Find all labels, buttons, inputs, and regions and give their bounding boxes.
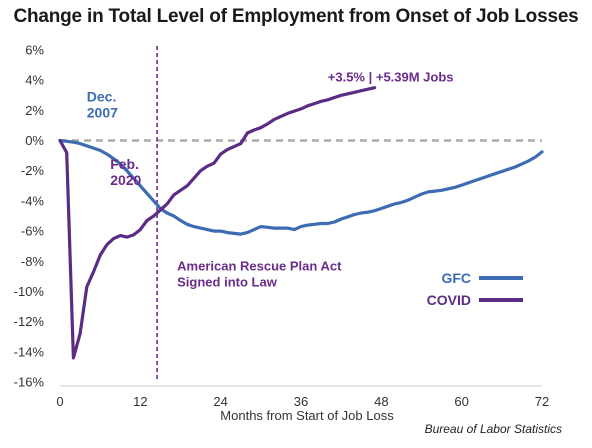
x-tick-label: 72 <box>535 394 549 409</box>
y-tick-label: 0% <box>25 133 44 148</box>
x-tick-label: 48 <box>374 394 388 409</box>
legend-label-covid: COVID <box>427 292 471 308</box>
y-tick-label: -12% <box>14 314 45 329</box>
y-tick-label: -4% <box>21 193 45 208</box>
annotation-text: American Rescue Plan Act <box>177 258 342 273</box>
series-line-covid <box>58 86 377 360</box>
legend: GFC COVID <box>427 270 523 308</box>
y-tick-label: 2% <box>25 103 44 118</box>
annotation-text: 2020 <box>110 172 141 188</box>
y-tick-label: -2% <box>21 163 45 178</box>
reference-lines <box>60 46 542 382</box>
axis-layer: 6% 4% 2% 0% -2% -4% -6% -8% -10% -12% -14% -16% 0 12 2… <box>14 43 550 424</box>
y-tick-label: 4% <box>25 73 44 88</box>
y-tick-label: -16% <box>14 375 45 390</box>
x-axis-title: Months from Start of Job Loss <box>220 408 394 423</box>
x-tick-label: 0 <box>56 394 63 409</box>
y-tick-label: -10% <box>14 284 45 299</box>
annotation-text: Signed into Law <box>177 274 278 289</box>
legend-label-gfc: GFC <box>441 270 471 286</box>
annotation-text: 2007 <box>87 104 118 120</box>
x-tick-label: 60 <box>454 394 468 409</box>
y-tick-label: 6% <box>25 43 44 58</box>
x-tick-label: 36 <box>294 394 308 409</box>
y-tick-label: -6% <box>21 224 45 239</box>
annotation-text: Feb. <box>110 156 139 172</box>
annotation-text: Dec. <box>87 88 117 104</box>
series-layer <box>58 86 544 360</box>
x-tick-label: 12 <box>133 394 147 409</box>
chart-title: Change in Total Level of Employment from… <box>13 6 579 27</box>
annotation-text: +3.5% | +5.39M Jobs <box>328 70 454 85</box>
y-tick-label: -14% <box>14 344 45 359</box>
source-note: Bureau of Labor Statistics <box>424 422 562 436</box>
x-tick-label: 24 <box>213 394 227 409</box>
y-tick-label: -8% <box>21 254 45 269</box>
series-line-gfc <box>58 138 544 236</box>
annotation-layer: Dec.2007 Feb.2020 +3.5% | +5.39M Jobs Ameri… <box>87 70 454 290</box>
